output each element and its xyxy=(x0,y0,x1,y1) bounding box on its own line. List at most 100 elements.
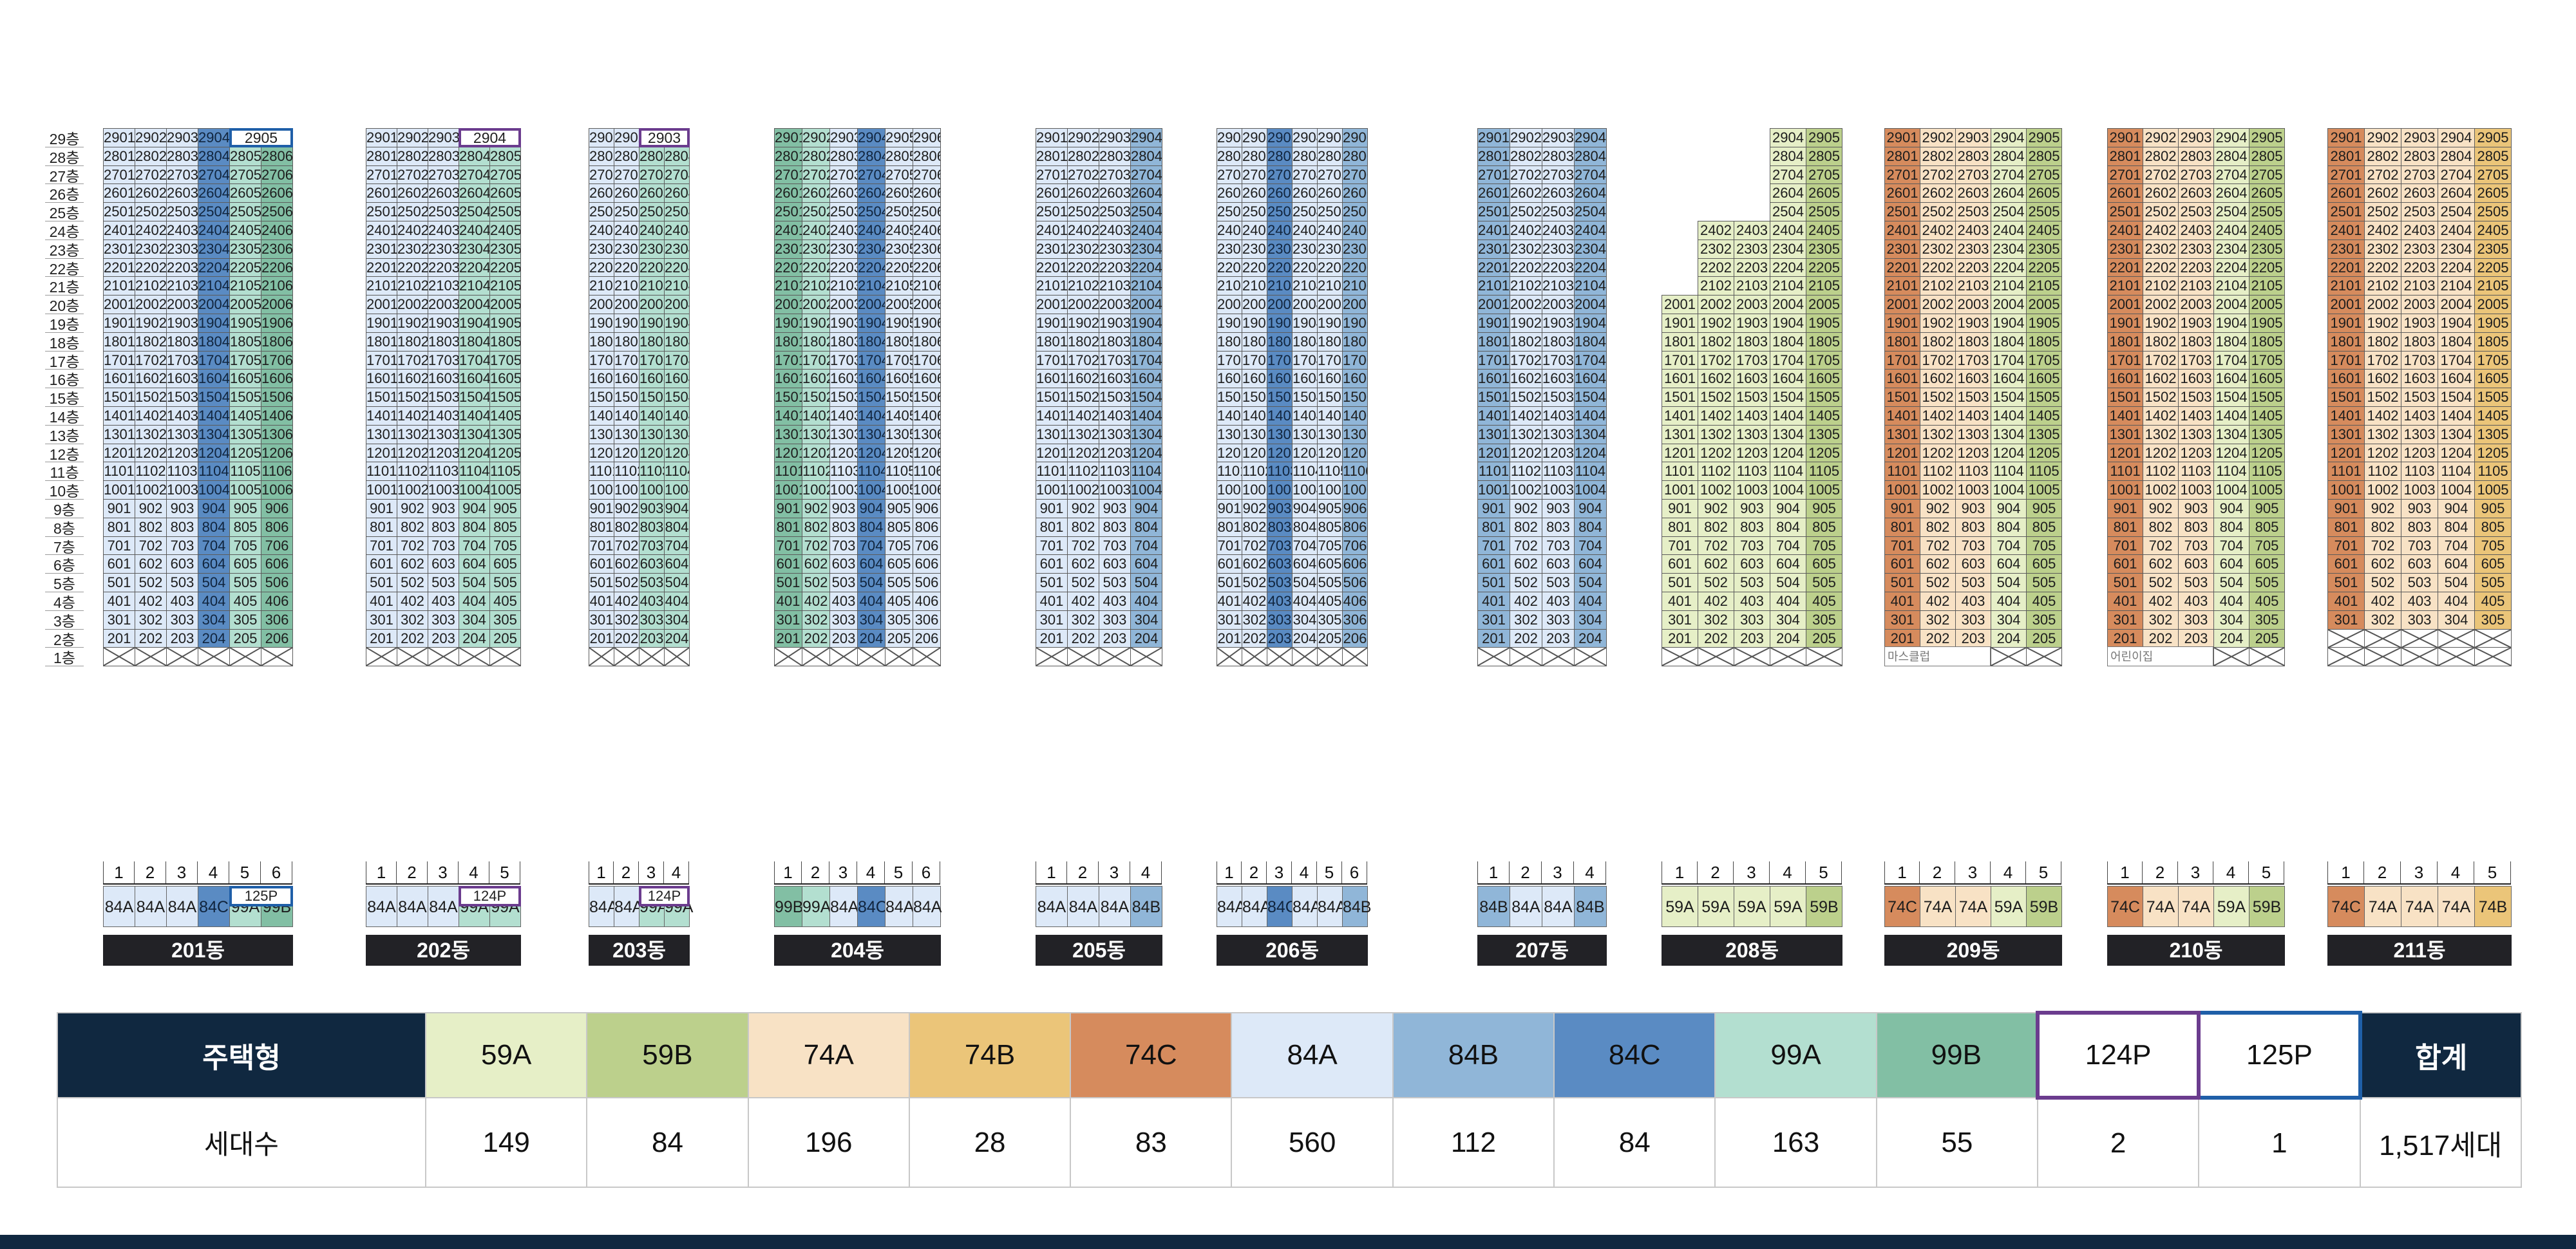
unit-cell: 803 xyxy=(1099,517,1131,537)
unit-cell: 2304 xyxy=(198,239,230,259)
unit-cell: 1403 xyxy=(829,406,858,426)
unit-cell: 704 xyxy=(1770,536,1806,556)
unit-cell: 702 xyxy=(2143,536,2179,556)
unit-cell: 404 xyxy=(1991,592,2027,611)
unit-cell: 1202 xyxy=(1242,443,1267,463)
unit-cell: 2206 xyxy=(261,258,293,277)
unit-cell: 2402 xyxy=(397,221,428,240)
unit-cell: 2302 xyxy=(1698,239,1734,259)
unit-cell: 1602 xyxy=(1242,369,1267,389)
building-name-201: 201동 xyxy=(103,935,293,966)
unit-cell: 603 xyxy=(1099,554,1131,574)
unit-cell: 2402 xyxy=(614,221,639,240)
unit-cell: 2902 xyxy=(135,128,167,147)
unit-cell: 1903 xyxy=(639,314,665,333)
unit-cell: 1303 xyxy=(166,424,198,444)
floor-label: 10층 xyxy=(49,483,80,500)
floor-label: 23층 xyxy=(49,241,80,259)
line-number: 3 xyxy=(1542,861,1574,883)
unit-cell: 601 xyxy=(366,554,397,574)
unit-cell: 1601 xyxy=(2107,369,2143,389)
unit-cell: 303 xyxy=(1734,610,1770,630)
unit-cell: 303 xyxy=(1542,610,1575,630)
unit-cell: 305 xyxy=(1806,610,1842,630)
legend-type-124p: 124P xyxy=(2035,1011,2201,1100)
unit-cell: 1905 xyxy=(489,314,521,333)
unit-cell: 905 xyxy=(885,499,913,518)
unit-cell: 2503 xyxy=(2178,202,2214,221)
unit-cell: 2002 xyxy=(1698,295,1734,314)
unit-cell: 2904 xyxy=(1292,128,1318,147)
unit-cell: 1204 xyxy=(1991,443,2027,463)
unit-cell: 702 xyxy=(1920,536,1956,556)
unit-cell: 1002 xyxy=(1067,480,1099,500)
pilotis-cell xyxy=(913,647,941,667)
floor-label: 18층 xyxy=(49,334,80,352)
unit-cell: 701 xyxy=(1477,536,1510,556)
pilotis-cell xyxy=(614,647,639,667)
unit-cell: 2303 xyxy=(639,239,665,259)
unit-cell: 1702 xyxy=(2364,350,2401,370)
unit-cell: 1103 xyxy=(1542,462,1575,482)
unit-cell: 701 xyxy=(2107,536,2143,556)
unit-cell: 1006 xyxy=(1342,480,1368,500)
unit-cell: 2303 xyxy=(829,239,858,259)
unit-cell: 2201 xyxy=(103,258,135,277)
unit-cell: 201 xyxy=(1477,628,1510,648)
unit-cell: 2202 xyxy=(1510,258,1542,277)
unit-cell: 1705 xyxy=(1317,350,1343,370)
unit-cell: 1104 xyxy=(1574,462,1607,482)
unit-cell: 501 xyxy=(774,573,802,592)
unit-type-cell: 74A xyxy=(2143,886,2179,927)
unit-cell: 2105 xyxy=(229,276,261,296)
unit-cell: 2102 xyxy=(1510,276,1542,296)
unit-cell: 605 xyxy=(489,554,521,574)
unit-cell: 1203 xyxy=(1955,443,1991,463)
line-number-bar xyxy=(2327,883,2511,885)
unit-cell: 702 xyxy=(1067,536,1099,556)
legend-count-99b: 55 xyxy=(1875,1097,2038,1188)
unit-cell: 1302 xyxy=(614,424,639,444)
unit-cell: 1604 xyxy=(1574,369,1607,389)
unit-cell: 1905 xyxy=(1806,314,1842,333)
unit-cell: 303 xyxy=(1267,610,1293,630)
unit-cell: 402 xyxy=(1920,592,1956,611)
unit-cell: 1802 xyxy=(614,332,639,352)
unit-cell: 2102 xyxy=(1067,276,1099,296)
unit-cell: 1701 xyxy=(1217,350,1242,370)
unit-cell: 2405 xyxy=(2474,221,2512,240)
unit-cell: 805 xyxy=(1806,517,1842,537)
unit-cell: 2704 xyxy=(459,165,490,185)
unit-cell: 2401 xyxy=(589,221,614,240)
unit-cell: 1604 xyxy=(1770,369,1806,389)
unit-cell: 1703 xyxy=(2401,350,2438,370)
line-number: 5 xyxy=(2026,861,2061,883)
unit-cell: 2405 xyxy=(489,221,521,240)
unit-cell: 1804 xyxy=(1574,332,1607,352)
pilotis-cell xyxy=(2364,628,2401,648)
unit-cell: 2303 xyxy=(1542,239,1575,259)
unit-cell: 2001 xyxy=(1477,295,1510,314)
unit-cell: 602 xyxy=(135,554,167,574)
floor-separator xyxy=(45,480,84,482)
unit-cell: 2703 xyxy=(428,165,459,185)
unit-cell: 1504 xyxy=(664,388,690,407)
unit-cell: 1704 xyxy=(198,350,230,370)
unit-cell: 903 xyxy=(2401,499,2438,518)
unit-cell: 406 xyxy=(261,592,293,611)
unit-cell: 2102 xyxy=(397,276,428,296)
unit-cell: 503 xyxy=(1542,573,1575,592)
unit-cell: 1602 xyxy=(1920,369,1956,389)
unit-cell: 1805 xyxy=(229,332,261,352)
unit-cell: 1104 xyxy=(857,462,886,482)
unit-cell: 2005 xyxy=(2026,295,2062,314)
unit-cell: 1701 xyxy=(774,350,802,370)
unit-cell: 505 xyxy=(1806,573,1842,592)
unit-cell: 1904 xyxy=(1292,314,1318,333)
unit-cell: 2904 xyxy=(1574,128,1607,147)
unit-cell: 1303 xyxy=(428,424,459,444)
unit-cell: 1505 xyxy=(1806,388,1842,407)
unit-cell: 304 xyxy=(1991,610,2027,630)
unit-cell: 2004 xyxy=(1130,295,1162,314)
unit-cell: 305 xyxy=(2249,610,2285,630)
